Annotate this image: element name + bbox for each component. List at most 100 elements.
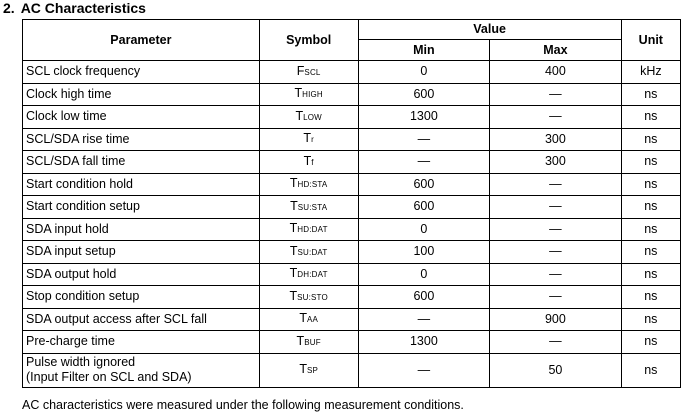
max-cell: —	[489, 330, 622, 354]
parameter-cell: Pre-charge time	[22, 330, 260, 354]
max-cell: —	[489, 217, 622, 241]
min-cell: 1300	[357, 105, 491, 129]
symbol-cell: TSU:STA	[258, 195, 359, 219]
unit-cell: ns	[620, 285, 681, 309]
symbol-cell: Tr	[258, 127, 359, 151]
max-cell: —	[489, 195, 622, 219]
symbol-subscript: AA	[306, 315, 319, 325]
symbol-base: T	[303, 153, 312, 168]
parameter-cell: SCL/SDA fall time	[22, 150, 260, 174]
symbol-cell: THD:DAT	[258, 217, 359, 241]
table-body: SCL clock frequency FSCL 0 400 kHz Clock high…	[22, 60, 681, 388]
unit-cell: ns	[620, 352, 681, 388]
parameter-cell: Clock high time	[22, 82, 260, 106]
symbol-cell: Tf	[258, 150, 359, 174]
unit-cell: ns	[620, 217, 681, 241]
min-cell: 600	[357, 285, 491, 309]
parameter-line: (Input Filter on SCL and SDA)	[26, 370, 192, 384]
table-row: SCL clock frequency FSCL 0 400 kHz	[22, 60, 681, 84]
table-row: Stop condition setup TSU:STO 600— ns	[22, 285, 681, 309]
min-cell: 0	[357, 217, 491, 241]
parameter-cell: SCL/SDA rise time	[22, 127, 260, 151]
min-cell: —	[357, 150, 491, 174]
symbol-base: T	[289, 243, 298, 258]
table-row: Start condition hold THD:STA 600— ns	[22, 172, 681, 196]
parameter-cell: Stop condition setup	[22, 285, 260, 309]
table-row: Clock low time TLOW 1300— ns	[22, 105, 681, 129]
symbol-subscript: SU:STO	[297, 292, 328, 302]
symbol-base: T	[289, 221, 298, 236]
min-cell: —	[357, 127, 491, 151]
symbol-subscript: SP	[306, 366, 319, 375]
symbol-base: T	[295, 108, 304, 123]
unit-cell: ns	[620, 262, 681, 286]
unit-cell: ns	[620, 172, 681, 196]
unit-cell: ns	[620, 82, 681, 106]
symbol-cell: TSU:STO	[258, 285, 359, 309]
max-cell: —	[489, 240, 622, 264]
parameter-cell: Start condition setup	[22, 195, 260, 219]
max-cell: —	[489, 105, 622, 129]
min-cell: 600	[357, 82, 491, 106]
symbol-base: T	[289, 288, 298, 303]
header-max: Max	[489, 39, 622, 61]
section-heading: 2. AC Characteristics	[3, 0, 146, 17]
min-cell: 600	[357, 195, 491, 219]
symbol-base: T	[296, 333, 305, 348]
parameter-cell: SDA output hold	[22, 262, 260, 286]
symbol-subscript: SU:STA	[297, 202, 328, 212]
unit-cell: kHz	[620, 60, 681, 84]
table-row: SDA output hold TDH:DAT 0— ns	[22, 262, 681, 286]
max-cell: —	[489, 262, 622, 286]
header-min: Min	[357, 39, 491, 61]
max-cell: 300	[489, 150, 622, 174]
parameter-cell: Pulse width ignored (Input Filter on SCL …	[22, 352, 260, 388]
parameter-cell: SCL clock frequency	[22, 60, 260, 84]
symbol-subscript: HIGH	[302, 90, 323, 100]
symbol-base: T	[289, 266, 298, 281]
symbol-base: T	[303, 131, 312, 146]
min-cell: —	[357, 307, 491, 331]
ac-characteristics-table: Parameter Symbol Value Unit Min Max SCL …	[22, 19, 681, 388]
parameter-cell: Start condition hold	[22, 172, 260, 196]
header-symbol: Symbol	[258, 19, 359, 61]
table-row: Pre-charge time TBUF 1300— ns	[22, 330, 681, 354]
symbol-cell: TSU:DAT	[258, 240, 359, 264]
max-cell: 900	[489, 307, 622, 331]
parameter-cell: Clock low time	[22, 105, 260, 129]
max-cell: 50	[489, 352, 622, 388]
unit-cell: ns	[620, 105, 681, 129]
symbol-subscript: HD:DAT	[297, 225, 328, 235]
unit-cell: ns	[620, 307, 681, 331]
symbol-subscript: LOW	[303, 112, 322, 122]
symbol-cell: THD:STA	[258, 172, 359, 196]
symbol-cell: TDH:DAT	[258, 262, 359, 286]
table-row: SCL/SDA rise time Tr —300 ns	[22, 127, 681, 151]
symbol-cell: THIGH	[258, 82, 359, 106]
symbol-subscript: SCL	[304, 67, 321, 77]
section-number: 2.	[3, 0, 15, 16]
symbol-cell: FSCL	[258, 60, 359, 84]
max-cell: 300	[489, 127, 622, 151]
min-cell: 0	[357, 262, 491, 286]
symbol-cell: TLOW	[258, 105, 359, 129]
table-row: SDA input setup TSU:DAT 100— ns	[22, 240, 681, 264]
unit-cell: ns	[620, 240, 681, 264]
max-cell: 400	[489, 60, 622, 84]
symbol-base: T	[294, 86, 303, 101]
unit-cell: ns	[620, 195, 681, 219]
min-cell: 0	[357, 60, 491, 84]
parameter-line: Pulse width ignored	[26, 355, 136, 369]
symbol-cell: TBUF	[258, 330, 359, 354]
section-title: AC Characteristics	[20, 0, 146, 16]
symbol-subscript: DH:DAT	[297, 270, 328, 280]
parameter-cell: SDA input hold	[22, 217, 260, 241]
table-row: Start condition setup TSU:STA 600— ns	[22, 195, 681, 219]
unit-cell: ns	[620, 127, 681, 151]
symbol-subscript: SU:DAT	[297, 247, 328, 257]
header-parameter: Parameter	[22, 19, 260, 61]
table-row: SDA input hold THD:DAT 0— ns	[22, 217, 681, 241]
table-row: SDA output access after SCL fall TAA —900 n…	[22, 307, 681, 331]
header-value: Value	[357, 19, 622, 40]
symbol-base: T	[299, 362, 307, 376]
